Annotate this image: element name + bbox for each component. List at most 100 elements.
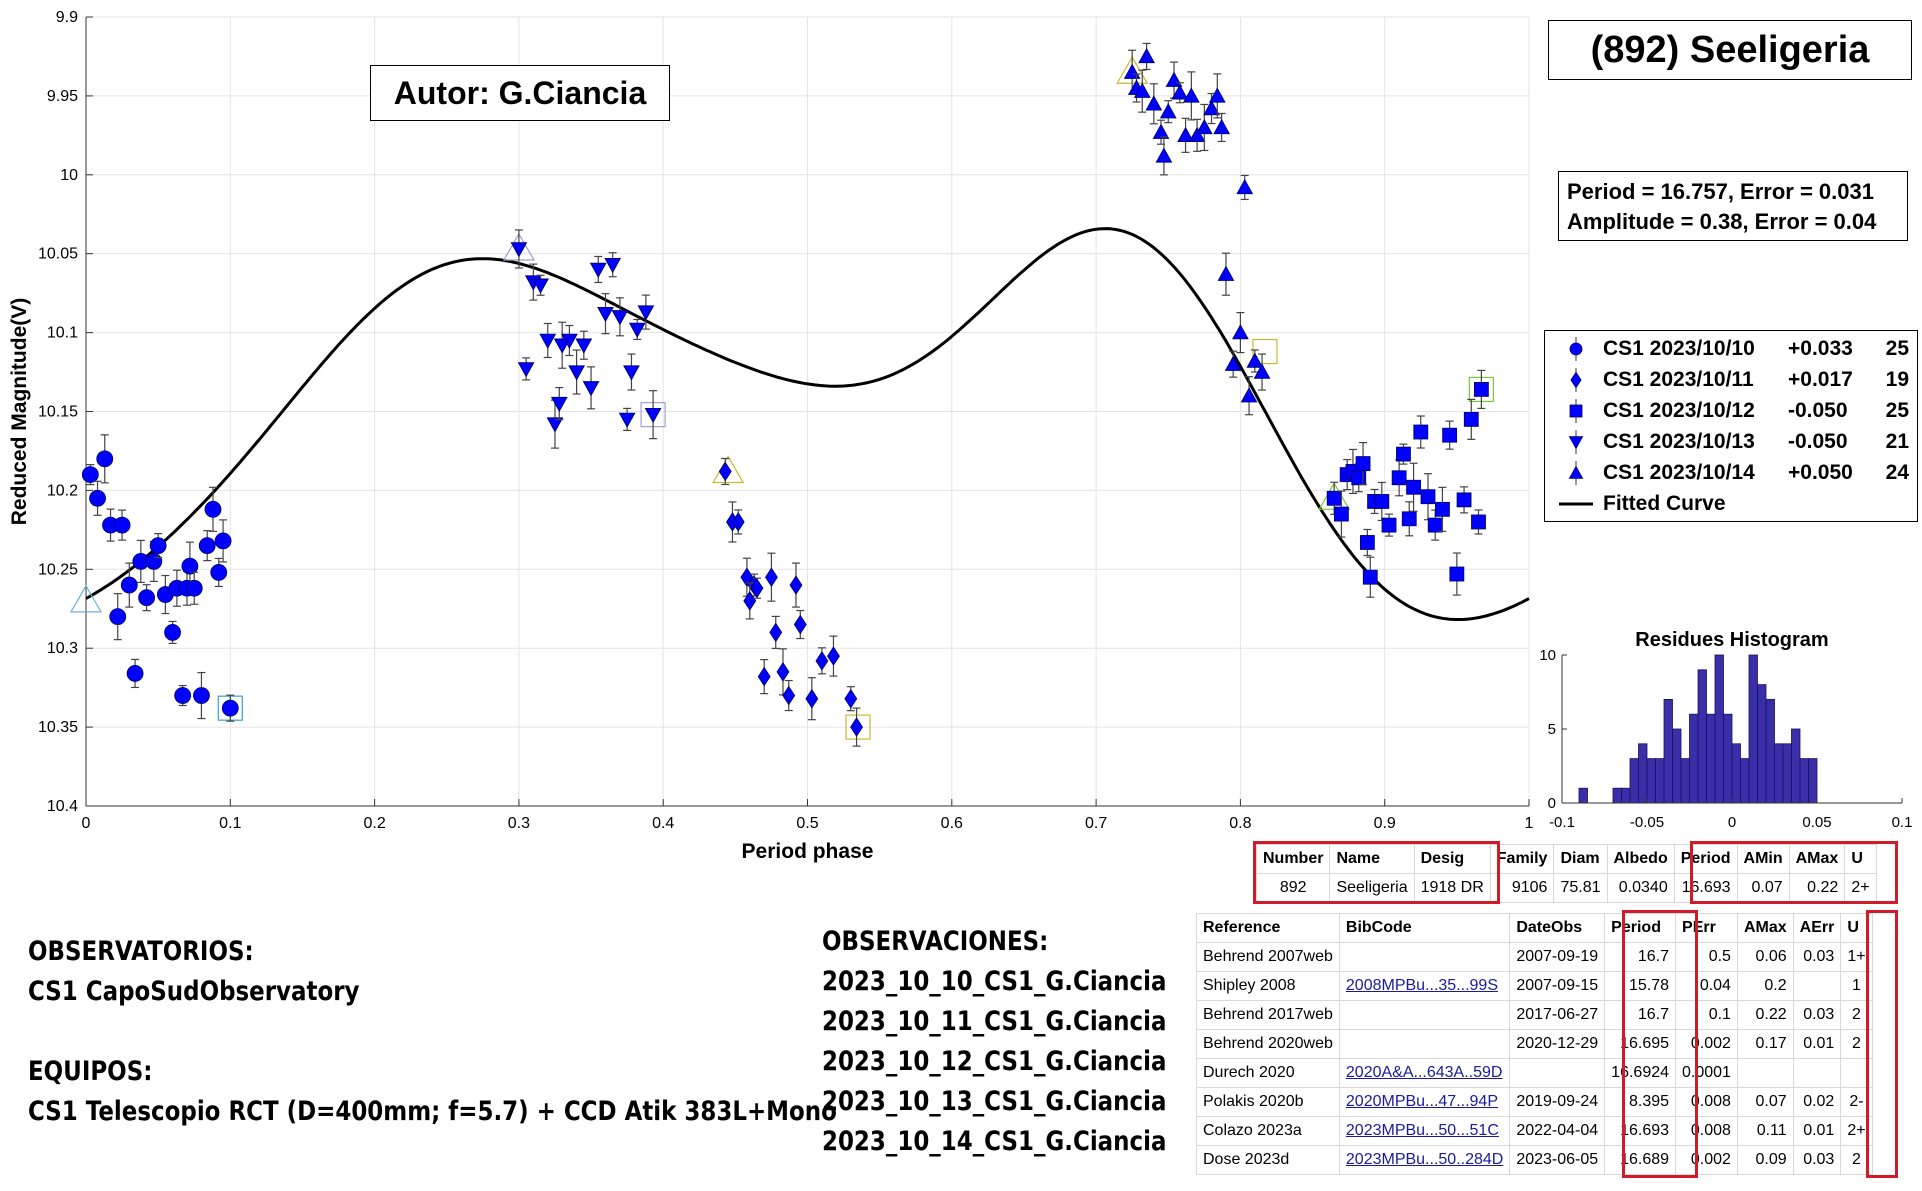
table-cell[interactable]: 2023MPBu...50..284D — [1338, 1145, 1511, 1175]
table-cell: Shipley 2008 — [1196, 971, 1340, 1001]
table-cell: 0.0340 — [1606, 873, 1675, 903]
table-cell: 0.008 — [1675, 1087, 1738, 1117]
table-cell: 16.689 — [1604, 1145, 1677, 1175]
legend-label: CS1 2023/10/13 — [1603, 430, 1755, 453]
observations-heading: OBSERVACIONES: — [822, 926, 1049, 957]
table-header-cell: AMin — [1736, 844, 1790, 874]
data-point — [1152, 123, 1170, 139]
series-circle — [81, 434, 239, 722]
period-info-box: Period = 16.757, Error = 0.031 Amplitude… — [1558, 171, 1908, 241]
histogram-bar — [1655, 758, 1665, 804]
data-point — [126, 665, 144, 682]
series-diamond — [718, 457, 863, 747]
legend-marker — [1568, 465, 1584, 479]
observatories-heading: OBSERVATORIOS: — [28, 936, 254, 967]
table-cell: 0.03 — [1792, 1145, 1842, 1175]
legend-marker — [1568, 436, 1584, 450]
data-point — [164, 624, 181, 641]
data-point — [1326, 490, 1342, 506]
table-cell — [1338, 1000, 1511, 1030]
histogram-y-tick-label: 5 — [1548, 721, 1556, 738]
histogram-bar — [1689, 713, 1699, 804]
data-point — [1449, 566, 1465, 582]
data-point — [113, 516, 131, 534]
data-point — [1334, 506, 1349, 522]
data-point — [1374, 494, 1390, 509]
table-cell: 0.07 — [1736, 1087, 1794, 1117]
data-point — [1442, 427, 1458, 443]
table-cell: 2019-09-24 — [1509, 1087, 1606, 1117]
x-axis-label: Period phase — [742, 840, 874, 863]
table-cell — [1509, 1058, 1606, 1088]
data-point — [510, 242, 528, 258]
histogram-bar — [1612, 787, 1622, 804]
legend-marker — [1569, 342, 1583, 356]
data-point — [1381, 517, 1397, 533]
observation-line: 2023_10_13_CS1_G.Ciancia — [822, 1086, 1167, 1117]
histogram-y-tick-label: 0 — [1548, 795, 1556, 812]
table-cell[interactable]: 2008MPBu...35...99S — [1338, 971, 1511, 1001]
table-cell: 0.0001 — [1675, 1058, 1738, 1088]
histogram-title: Residues Histogram — [1635, 629, 1828, 651]
x-tick-label: 0.5 — [796, 815, 818, 832]
histogram-bar — [1672, 728, 1682, 804]
fitted-curve — [85, 227, 1530, 621]
data-point — [1396, 446, 1411, 462]
table-cell: 2- — [1840, 1087, 1873, 1117]
table-cell: Polakis 2020b — [1196, 1087, 1340, 1117]
table-row: Durech 2020 2020A&A...643A..59D 16.6924 0.0… — [1196, 1058, 1873, 1088]
data-point — [1427, 517, 1443, 533]
asteroid-summary-table: Number Name Desig Family Diam Albedo Period AMi… — [1255, 844, 1877, 903]
table-cell — [1840, 1058, 1873, 1088]
legend-entry: Fitted Curve — [1545, 489, 1917, 519]
x-tick-label: 0.2 — [363, 815, 385, 832]
data-point — [623, 365, 640, 381]
table-header-cell: Name — [1329, 844, 1415, 874]
data-point — [214, 532, 232, 550]
table-cell: 0.06 — [1736, 942, 1794, 972]
legend-label: CS1 2023/10/11 — [1603, 368, 1754, 391]
data-point — [1359, 535, 1375, 550]
histogram-bar — [1757, 684, 1767, 804]
data-point — [1217, 265, 1235, 281]
table-cell: 8.395 — [1604, 1087, 1677, 1117]
observatory-line: CS1 CapoSudObservatory — [28, 976, 360, 1007]
table-header-cell: Albedo — [1606, 844, 1675, 874]
data-point — [181, 557, 199, 575]
series-triangle-down — [510, 229, 662, 449]
x-tick-label: 0 — [82, 815, 91, 832]
histogram-bar — [1646, 758, 1656, 804]
data-point — [221, 699, 239, 717]
data-point — [611, 310, 629, 326]
legend-n: 25 — [1885, 337, 1909, 360]
table-cell[interactable]: 2020MPBu...47...94P — [1338, 1087, 1511, 1117]
data-point — [731, 512, 745, 532]
table-row: 892 Seeligeria 1918 DR 9106 75.81 0.0340 16.69… — [1255, 873, 1877, 903]
table-cell: Colazo 2023a — [1196, 1116, 1340, 1146]
data-point — [1133, 82, 1151, 98]
histogram-bar — [1680, 758, 1690, 804]
data-point — [589, 262, 607, 279]
table-header-cell: Period — [1604, 913, 1677, 943]
histogram-bar — [1740, 758, 1750, 804]
data-point — [1246, 352, 1264, 368]
table-cell: Behrend 2017web — [1196, 1000, 1340, 1030]
table-header-cell: Diam — [1553, 844, 1608, 874]
y-tick-label: 9.9 — [56, 9, 78, 26]
y-tick-label: 10.2 — [47, 482, 78, 499]
data-point — [145, 553, 163, 570]
data-point — [1406, 479, 1421, 495]
histogram-bar — [1663, 699, 1673, 804]
table-cell: 2 — [1840, 1000, 1873, 1030]
data-point — [1138, 47, 1155, 64]
table-cell[interactable]: 2020A&A...643A..59D — [1338, 1058, 1511, 1088]
table-cell: 16.695 — [1604, 1029, 1677, 1059]
data-point — [850, 717, 863, 737]
table-cell[interactable]: 2023MPBu...50...51C — [1338, 1116, 1511, 1146]
highlight-marker — [1252, 338, 1278, 365]
legend-label: Fitted Curve — [1603, 492, 1726, 515]
period-references-table: Reference BibCode DateObs Period PErr AMax AEr… — [1196, 913, 1873, 1175]
data-point — [149, 537, 167, 555]
y-tick-label: 10.25 — [38, 561, 78, 578]
histogram-y-tick-label: 10 — [1539, 647, 1556, 664]
